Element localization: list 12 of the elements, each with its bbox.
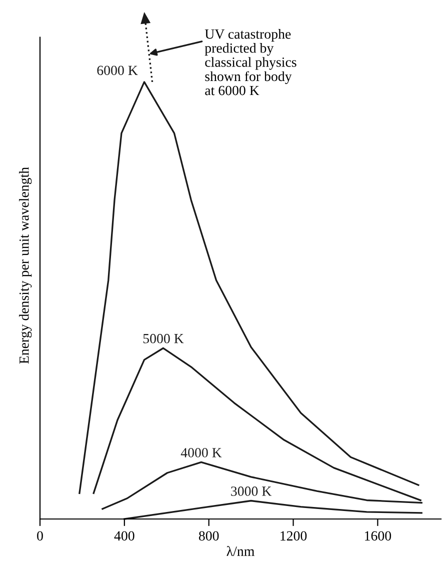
series-label: 3000 K [231, 486, 272, 496]
x-tick-label: 1200 [280, 531, 307, 541]
x-tick-label: 1600 [365, 531, 392, 541]
x-tick-label: 800 [198, 531, 219, 541]
x-tick-label: 0 [37, 531, 43, 541]
y-axis-title: Energy density per unit wavelength [19, 167, 32, 364]
series-label: 4000 K [180, 448, 222, 458]
x-tick-label: 400 [114, 531, 134, 541]
annotation: UV catastrophe predicted by classical physics shown for body at 6000 K [204, 28, 296, 96]
series-label: 5000 K [143, 334, 184, 344]
x-axis-title: λ/nm [226, 546, 254, 556]
series-label: 6000 K [97, 66, 138, 76]
